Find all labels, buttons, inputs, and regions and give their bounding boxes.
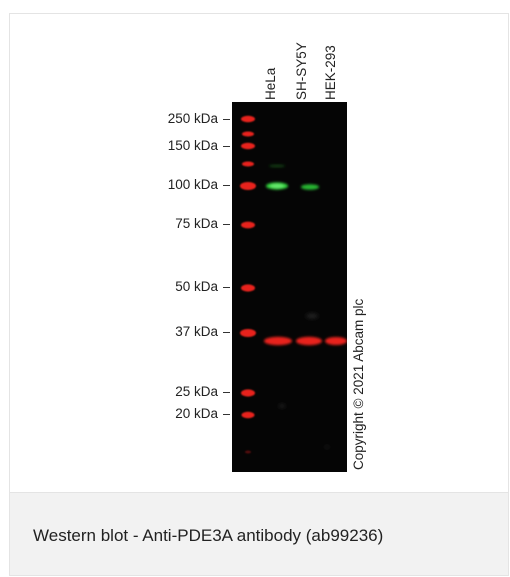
marker-label-20: 20 kDa: [175, 406, 218, 421]
band-hela-faint-green: [269, 164, 285, 168]
marker-tick: [223, 224, 230, 225]
ladder-band-150: [241, 142, 255, 150]
blot-image: [232, 102, 347, 472]
marker-label-75: 75 kDa: [175, 216, 218, 231]
band-hela-green-core: [270, 184, 284, 188]
marker-tick: [223, 119, 230, 120]
ladder-band-25: [241, 389, 255, 397]
marker-tick: [223, 185, 230, 186]
lane-label-hela: HeLa: [263, 67, 278, 100]
copyright-notice: Copyright © 2021 Abcam plc: [351, 298, 366, 470]
marker-tick: [223, 146, 230, 147]
lane-label-hek-293: HEK-293: [323, 45, 338, 100]
band-hela-red: [264, 336, 292, 346]
marker-label-50: 50 kDa: [175, 279, 218, 294]
ladder-band-20: [241, 411, 255, 419]
ladder-band-75: [241, 221, 255, 229]
loading-control-bands: [264, 336, 347, 346]
marker-label-25: 25 kDa: [175, 384, 218, 399]
ladder-band-120: [242, 161, 254, 167]
marker-label-37: 37 kDa: [175, 324, 218, 339]
lane-label-sh-sy5y: SH-SY5Y: [294, 42, 309, 100]
pde3a-bands: [266, 164, 319, 190]
ladder-band-faint: [245, 450, 251, 454]
figure-card: HeLa SH-SY5Y HEK-293 250 kDa 150 kDa 100…: [9, 13, 509, 576]
band-hek-293-red: [325, 337, 347, 345]
ladder-band-250: [241, 115, 255, 123]
marker-tick: [223, 287, 230, 288]
ladder-band-50: [241, 284, 255, 292]
noise-speck: [306, 314, 318, 318]
marker-label-100: 100 kDa: [167, 177, 218, 192]
ladder-lane: [240, 115, 256, 454]
noise-speck: [325, 446, 329, 448]
western-blot-figure: HeLa SH-SY5Y HEK-293 250 kDa 150 kDa 100…: [10, 14, 508, 492]
band-sh-sy5y-red: [296, 336, 322, 346]
ladder-band-250b: [242, 131, 254, 137]
marker-tick: [223, 392, 230, 393]
background-noise: [279, 314, 329, 448]
noise-speck: [279, 404, 285, 408]
ladder-band-37: [240, 329, 256, 337]
marker-label-150: 150 kDa: [167, 138, 218, 153]
figure-caption: Western blot - Anti-PDE3A antibody (ab99…: [33, 526, 384, 545]
marker-tick: [223, 414, 230, 415]
ladder-band-100: [240, 182, 256, 190]
marker-tick: [223, 332, 230, 333]
band-sh-sy5y-green: [301, 184, 319, 190]
caption-bar: Western blot - Anti-PDE3A antibody (ab99…: [10, 492, 508, 575]
blot-svg: [232, 102, 347, 472]
marker-label-250: 250 kDa: [167, 111, 218, 126]
